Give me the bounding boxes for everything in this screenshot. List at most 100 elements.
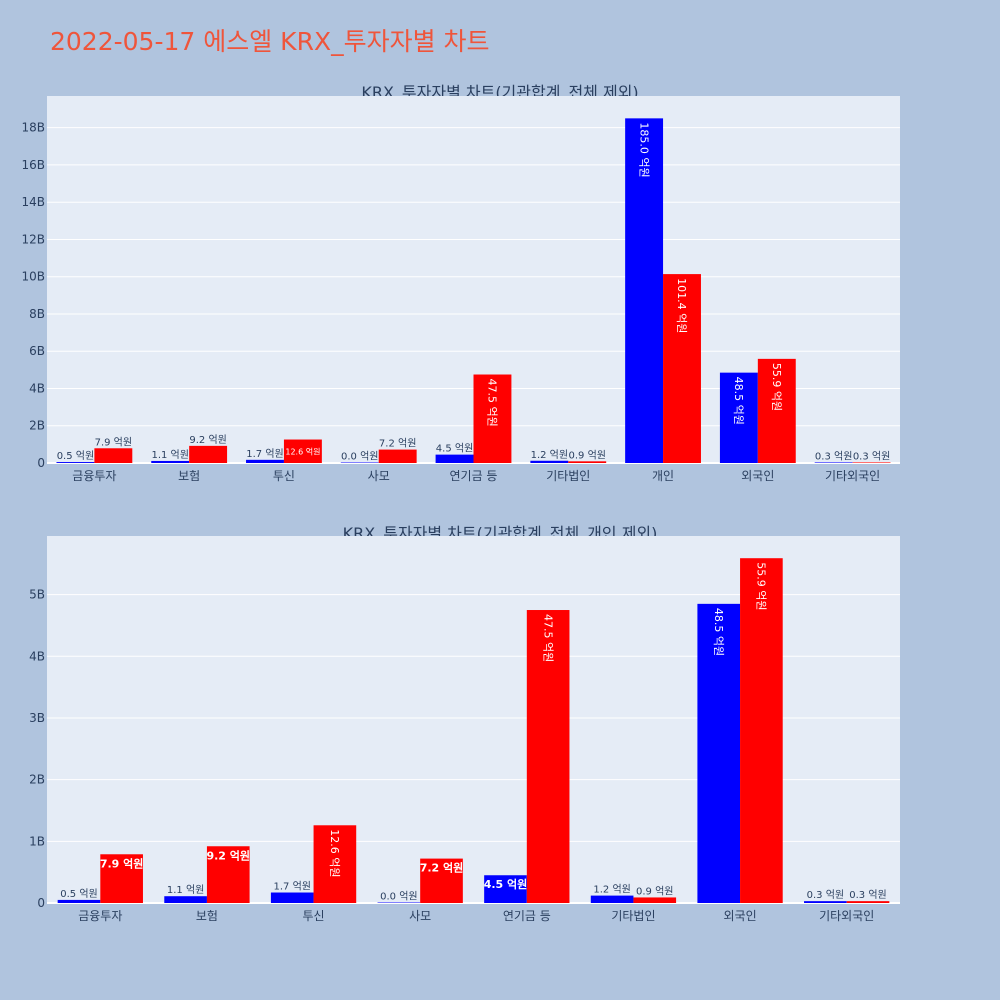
bar	[420, 858, 463, 903]
bar	[740, 558, 783, 903]
bar-value-label: 47.5 억원	[486, 379, 499, 427]
x-tick-label: 기타법인	[546, 469, 590, 483]
bar-value-label: 0.9 억원	[636, 885, 673, 897]
x-tick-label: 개인	[652, 469, 674, 483]
x-tick-label: 외국인	[741, 469, 774, 483]
y-tick-label: 0	[37, 456, 45, 470]
bar	[164, 896, 207, 903]
bar-value-label: 185.0 억원	[637, 122, 650, 177]
bar-value-label: 55.9 억원	[755, 562, 768, 610]
y-tick-label: 2B	[29, 773, 45, 787]
bar-value-label: 55.9 억원	[770, 363, 783, 411]
bar	[590, 895, 634, 903]
bar-value-label: 0.3 억원	[849, 889, 886, 901]
bar	[435, 454, 474, 463]
x-tick-label: 외국인	[724, 909, 757, 923]
bar-value-label: 7.9 억원	[95, 436, 132, 448]
y-tick-label: 2B	[29, 419, 45, 433]
bar-value-label: 0.0 억원	[341, 451, 378, 463]
bar-value-label: 47.5 억원	[541, 614, 554, 662]
bar	[378, 449, 417, 463]
y-tick-label: 12B	[21, 232, 45, 246]
bar-value-label: 12.6 억원	[285, 446, 320, 456]
x-tick-label: 사모	[409, 909, 431, 923]
bar	[270, 892, 314, 903]
x-tick-label: 기타법인	[611, 909, 655, 923]
bar-value-label: 1.1 억원	[151, 449, 188, 461]
bar-value-label: 1.7 억원	[246, 448, 283, 460]
bar-value-label: 0.3 억원	[807, 889, 844, 901]
bar-value-label: 12.6 억원	[328, 829, 341, 877]
bar	[663, 274, 701, 463]
bar	[804, 901, 847, 903]
bar	[484, 875, 527, 903]
bar-value-label: 1.7 억원	[273, 881, 310, 893]
bar	[283, 439, 322, 463]
bar	[473, 374, 512, 463]
bar	[568, 461, 607, 463]
bar	[814, 462, 853, 463]
bar	[377, 902, 421, 903]
bar	[625, 118, 664, 463]
bar	[846, 901, 890, 903]
page-title: 2022-05-17 에스엘 KRX_투자자별 차트	[50, 27, 490, 56]
x-tick-label: 금융투자	[72, 469, 116, 483]
bar	[697, 603, 741, 903]
x-tick-label: 연기금 등	[450, 469, 498, 483]
bar-value-label: 9.2 억원	[189, 434, 226, 446]
bar-value-label: 48.5 억원	[732, 377, 745, 425]
y-tick-label: 10B	[21, 270, 45, 284]
x-tick-label: 투신	[303, 909, 325, 923]
x-tick-label: 기타외국인	[819, 909, 874, 923]
bar	[246, 459, 284, 463]
x-tick-label: 투신	[273, 469, 295, 483]
bar	[100, 854, 143, 903]
y-tick-label: 14B	[21, 195, 45, 209]
bar-value-label: 9.2 억원	[206, 848, 250, 862]
y-tick-label: 8B	[29, 307, 45, 321]
y-tick-label: 16B	[21, 158, 45, 172]
bar-value-label: 4.5 억원	[484, 877, 528, 891]
bar	[94, 448, 133, 463]
y-tick-label: 18B	[21, 121, 45, 135]
bar-value-label: 0.0 억원	[380, 891, 417, 903]
bar	[189, 445, 228, 463]
bar-value-label: 1.2 억원	[531, 449, 568, 461]
bar-value-label: 7.2 억원	[420, 861, 464, 875]
bar-value-label: 0.9 억원	[568, 449, 605, 461]
bar	[757, 358, 796, 463]
x-tick-label: 기타외국인	[825, 469, 880, 483]
bar	[151, 460, 190, 463]
bar	[719, 372, 758, 463]
bar-value-label: 7.9 억원	[100, 856, 144, 870]
bar	[57, 899, 101, 903]
bar-value-label: 7.2 억원	[379, 438, 416, 450]
x-tick-label: 보험	[178, 469, 200, 483]
bar-value-label: 0.3 억원	[853, 450, 890, 462]
y-tick-label: 0	[37, 896, 45, 910]
y-tick-label: 1B	[29, 834, 45, 848]
bar	[633, 897, 677, 903]
bar	[56, 462, 95, 463]
y-tick-label: 5B	[29, 588, 45, 602]
chart-1-investor-all: 0 2B 4B 6B 8B 10B 12B 14B 16B 18B 금융투자 0.5 억원7.9 억원…	[21, 96, 900, 483]
bar	[340, 462, 379, 463]
bar-value-label: 0.5 억원	[60, 888, 97, 900]
y-tick-label: 4B	[29, 381, 45, 395]
bar	[206, 846, 250, 903]
bar-value-label: 0.5 억원	[57, 450, 94, 462]
bar	[852, 462, 891, 463]
bar-value-label: 4.5 억원	[436, 443, 473, 455]
bar-value-label: 48.5 억원	[712, 608, 725, 656]
x-tick-label: 보험	[196, 909, 218, 923]
bar-value-label: 1.1 억원	[167, 884, 204, 896]
bar-value-label: 1.2 억원	[593, 884, 630, 896]
bar	[313, 825, 357, 903]
x-tick-label: 연기금 등	[503, 909, 551, 923]
y-tick-label: 6B	[29, 344, 45, 358]
x-tick-label: 사모	[368, 469, 390, 483]
bar	[530, 460, 569, 463]
x-tick-label: 금융투자	[78, 909, 122, 923]
bar	[526, 610, 570, 903]
